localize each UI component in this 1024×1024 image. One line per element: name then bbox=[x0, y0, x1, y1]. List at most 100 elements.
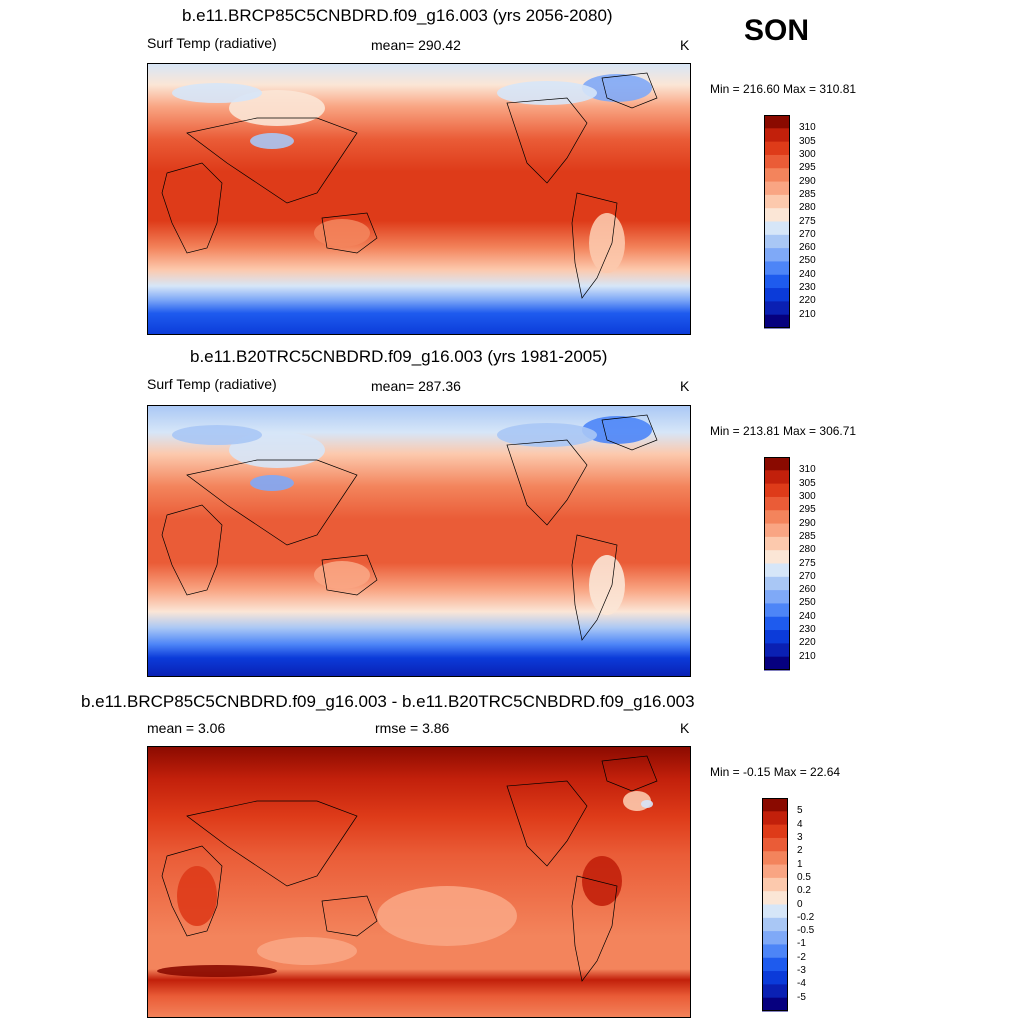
panel3-colorbar-tick-label: -0.5 bbox=[797, 925, 815, 937]
panel2-colorbar-tick-label: 275 bbox=[799, 557, 816, 569]
panel1-colorbar-swatches bbox=[764, 115, 790, 329]
panel3-coastlines bbox=[161, 755, 658, 982]
panel1-colorbar-tick-label: 305 bbox=[799, 135, 816, 147]
panel3-colorbar-tick-label: 3 bbox=[797, 831, 803, 843]
panel2-colorbar-swatch bbox=[764, 630, 790, 644]
panel2-colorbar-tick-label: 220 bbox=[799, 637, 816, 649]
panel2-colorbar-swatch bbox=[764, 457, 790, 471]
panel2-colorbar-tick-label: 305 bbox=[799, 477, 816, 489]
panel1-colorbar-tick-label: 285 bbox=[799, 188, 816, 200]
panel2-colorbar-tick-label: 240 bbox=[799, 610, 816, 622]
panel3-colorbar-swatch bbox=[762, 891, 788, 905]
panel2-colorbar-swatch bbox=[764, 656, 790, 671]
panel2-colorbar-swatch bbox=[764, 510, 790, 525]
panel3-colorbar-swatch bbox=[762, 877, 788, 892]
panel3-colorbar-swatch bbox=[762, 904, 788, 919]
panel2-colorbar-swatch bbox=[764, 563, 790, 578]
panel3-colorbar-tick-label: -0.2 bbox=[797, 911, 815, 923]
panel2-colorbar-swatch bbox=[764, 496, 790, 511]
panel2-colorbar-tick-label: 285 bbox=[799, 530, 816, 542]
panel2-colorbar-tick-label: 270 bbox=[799, 570, 816, 582]
panel2-colorbar-tick-label: 230 bbox=[799, 624, 816, 636]
panel1-colorbar-swatch bbox=[764, 208, 790, 222]
panel2-title: b.e11.B20TRC5CNBDRD.f09_g16.003 (yrs 198… bbox=[190, 347, 608, 366]
panel3-mean: mean = 3.06 bbox=[147, 720, 226, 736]
panel2-colorbar-swatch bbox=[764, 470, 790, 485]
panel3-colorbar-swatch bbox=[762, 798, 788, 812]
panel3-colorbar-tick-label: -1 bbox=[797, 938, 806, 950]
panel1-features bbox=[172, 74, 652, 273]
panel1-colorbar-tick-label: 275 bbox=[799, 215, 816, 227]
panel1-colorbar-swatch bbox=[764, 221, 790, 236]
panel3-colorbar-swatch bbox=[762, 944, 788, 959]
panel1-colorbar-tick-label: 280 bbox=[799, 202, 816, 214]
panel2-colorbar bbox=[764, 457, 790, 671]
panel3-colorbar-swatch bbox=[762, 811, 788, 826]
panel3-colorbar-tick-label: 0.2 bbox=[797, 885, 811, 897]
panel3-map bbox=[147, 746, 691, 1018]
panel2-variable-label: Surf Temp (radiative) bbox=[147, 376, 277, 392]
panel2-colorbar-tick-label: 300 bbox=[799, 490, 816, 502]
panel2-colorbar-swatch bbox=[764, 523, 790, 538]
panel1-colorbar-swatch bbox=[764, 181, 790, 196]
panel1-mean: mean= 290.42 bbox=[371, 37, 461, 53]
panel1-title: b.e11.BRCP85C5CNBDRD.f09_g16.003 (yrs 20… bbox=[182, 6, 613, 25]
panel1-colorbar-swatch bbox=[764, 248, 790, 262]
panel1-colorbar-tick-label: 310 bbox=[799, 122, 816, 134]
panel3-colorbar-swatch bbox=[762, 851, 788, 866]
panel1-colorbar-swatch bbox=[764, 128, 790, 143]
panel1-colorbar-tick-label: 300 bbox=[799, 148, 816, 160]
panel2-colorbar-tick-label: 250 bbox=[799, 597, 816, 609]
panel3-colorbar-swatch bbox=[762, 931, 788, 945]
panel3-colorbar-swatch bbox=[762, 984, 788, 999]
panel3-title: b.e11.BRCP85C5CNBDRD.f09_g16.003 - b.e11… bbox=[81, 692, 695, 711]
panel3-units: K bbox=[680, 720, 690, 736]
panel1-colorbar-swatch bbox=[764, 261, 790, 276]
panel1-colorbar-tick-label: 260 bbox=[799, 242, 816, 254]
panel3-colorbar-tick-label: 1 bbox=[797, 858, 803, 870]
panel1-units: K bbox=[680, 37, 690, 53]
panel1-colorbar-tick-label: 295 bbox=[799, 162, 816, 174]
panel1-colorbar-swatch bbox=[764, 234, 790, 249]
panel3-colorbar-tick-label: 0 bbox=[797, 898, 803, 910]
panel1-colorbar bbox=[764, 115, 790, 329]
panel3-colorbar-swatch bbox=[762, 971, 788, 985]
panel2-colorbar-tick-label: 260 bbox=[799, 584, 816, 596]
panel2-colorbar-swatch bbox=[764, 483, 790, 498]
panel1-colorbar-swatch bbox=[764, 288, 790, 302]
panel2-units: K bbox=[680, 378, 690, 394]
panel1-colorbar-tick-label: 240 bbox=[799, 268, 816, 280]
panel3-colorbar-swatch bbox=[762, 864, 788, 879]
panel1-colorbar-swatch bbox=[764, 141, 790, 156]
panel2-colorbar-swatch bbox=[764, 576, 790, 591]
panel3-colorbar-swatches bbox=[762, 798, 788, 1012]
panel2-colorbar-swatch bbox=[764, 603, 790, 618]
panel2-colorbar-tick-label: 290 bbox=[799, 517, 816, 529]
panel1-colorbar-tick-label: 290 bbox=[799, 175, 816, 187]
panel1-map bbox=[147, 63, 691, 335]
panel1-colorbar-tick-label: 230 bbox=[799, 282, 816, 294]
panel1-colorbar-swatch bbox=[764, 194, 790, 209]
panel2-colorbar-swatch bbox=[764, 536, 790, 551]
panel3-colorbar-tick-label: -4 bbox=[797, 978, 806, 990]
panel3-colorbar-tick-label: 4 bbox=[797, 818, 803, 830]
panel2-colorbar-tick-label: 280 bbox=[799, 544, 816, 556]
panel3-colorbar-swatch bbox=[762, 917, 788, 932]
panel3-minmax: Min = -0.15 Max = 22.64 bbox=[710, 765, 841, 779]
panel3-features bbox=[157, 791, 653, 977]
panel1-colorbar-swatch bbox=[764, 115, 790, 129]
panel2-colorbar-swatch bbox=[764, 643, 790, 658]
panel1-variable-label: Surf Temp (radiative) bbox=[147, 35, 277, 51]
panel2-colorbar-tick-label: 210 bbox=[799, 650, 816, 662]
panel3-colorbar-tick-label: -5 bbox=[797, 991, 806, 1003]
panel1-colorbar-swatch bbox=[764, 168, 790, 183]
panel2-colorbar-swatch bbox=[764, 616, 790, 631]
panel2-colorbar-swatch bbox=[764, 550, 790, 564]
panel3-colorbar-tick-label: 2 bbox=[797, 845, 803, 857]
panel2-minmax: Min = 213.81 Max = 306.71 bbox=[710, 424, 857, 438]
panel3-colorbar bbox=[762, 798, 788, 1012]
panel3-colorbar-tick-label: 5 bbox=[797, 805, 803, 817]
panel1-colorbar-swatch bbox=[764, 274, 790, 289]
season-label: SON bbox=[744, 14, 810, 47]
panel1-colorbar-tick-label: 270 bbox=[799, 228, 816, 240]
